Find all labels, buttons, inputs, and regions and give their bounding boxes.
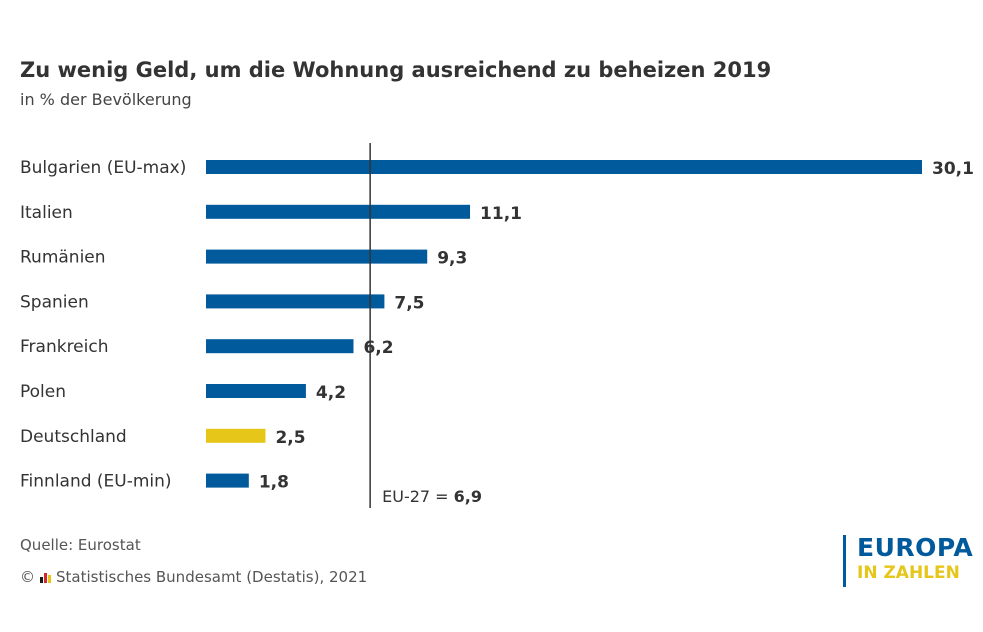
bar [206,204,471,219]
bar [206,249,428,264]
category-label: Bulgarien (EU-max) [20,158,186,178]
category-label: Deutschland [20,427,127,447]
bar [206,473,249,488]
category-label: Frankreich [20,337,109,357]
value-label: 30,1 [932,159,974,179]
category-label: Italien [20,203,73,223]
source-note: Quelle: Eurostat [20,536,141,554]
bar [206,384,306,398]
bar [206,428,266,443]
destatis-logo-icon [40,571,51,583]
copyright-text: Statistisches Bundesamt (Destatis), 2021 [56,568,368,586]
category-label: Spanien [20,292,89,312]
chart-subtitle: in % der Bevölkerung [20,90,192,109]
value-label: 1,8 [259,473,289,493]
value-label: 9,3 [437,249,467,269]
brand-line1: EUROPA [857,533,974,562]
bar-chart: Bulgarien (EU-max) 30,1 Italien 11,1 Rumänie… [20,143,974,508]
eu27-reference-label: EU-27 = 6,9 [382,487,482,506]
chart-title: Zu wenig Geld, um die Wohnung ausreichen… [20,58,772,82]
bar [206,294,385,309]
eu27-label-value: 6,9 [454,487,482,506]
eu27-label-prefix: EU-27 = [382,487,454,506]
value-label: 2,5 [275,428,305,448]
value-label: 4,2 [316,383,346,403]
brand-line2: IN ZAHLEN [857,563,960,583]
category-label: Finnland (EU-min) [20,472,172,492]
category-label: Polen [20,382,66,402]
value-label: 6,2 [363,338,393,358]
copyright-symbol: © [20,568,35,586]
bar [206,160,922,174]
bar [206,339,354,354]
europa-in-zahlen-logo: EUROPA IN ZAHLEN [843,535,973,587]
value-label: 11,1 [480,204,522,224]
category-label: Rumänien [20,248,106,268]
value-label: 7,5 [394,293,424,313]
copyright-note: © Statistisches Bundesamt (Destatis), 20… [20,568,367,586]
